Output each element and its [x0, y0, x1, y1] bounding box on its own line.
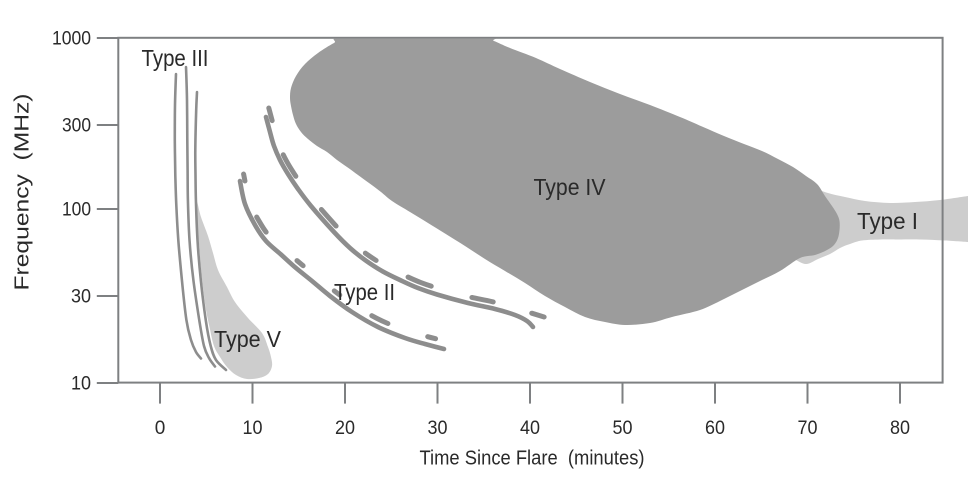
svg-text:20: 20	[335, 418, 355, 439]
svg-text:Type I: Type I	[857, 208, 918, 234]
svg-text:30: 30	[428, 418, 448, 439]
svg-text:Frequency (MHz): Frequency (MHz)	[12, 94, 34, 291]
svg-text:Type II: Type II	[334, 279, 395, 305]
svg-text:Type III: Type III	[142, 45, 209, 71]
svg-text:70: 70	[798, 418, 818, 439]
svg-text:10: 10	[243, 418, 263, 439]
svg-text:10: 10	[71, 374, 91, 395]
svg-text:Type V: Type V	[214, 326, 282, 352]
svg-text:300: 300	[62, 116, 91, 137]
svg-text:80: 80	[890, 418, 910, 439]
svg-text:100: 100	[62, 200, 91, 221]
svg-text:Time Since Flare (minutes): Time Since Flare (minutes)	[420, 448, 645, 470]
svg-text:30: 30	[71, 287, 91, 308]
svg-text:40: 40	[520, 418, 540, 439]
svg-text:0: 0	[155, 418, 166, 439]
svg-text:1000: 1000	[52, 29, 91, 50]
svg-text:60: 60	[705, 418, 725, 439]
svg-text:50: 50	[613, 418, 633, 439]
svg-text:Type IV: Type IV	[534, 174, 607, 200]
